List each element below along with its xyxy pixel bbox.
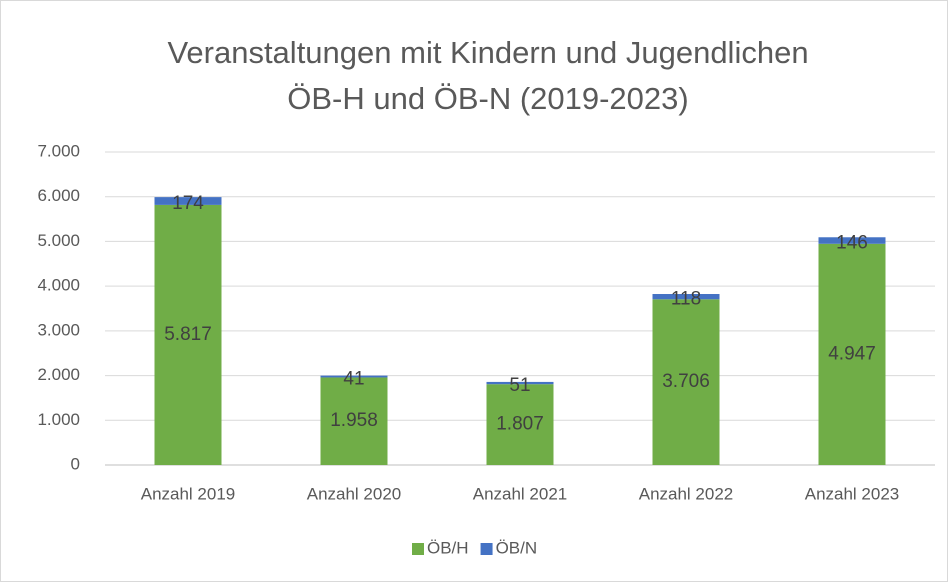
x-tick-label: Anzahl 2019 bbox=[141, 484, 236, 503]
y-tick-label: 3.000 bbox=[37, 320, 80, 339]
legend-swatch bbox=[412, 543, 424, 555]
data-label: 1.958 bbox=[330, 410, 378, 431]
data-label: 174 bbox=[172, 193, 204, 214]
bar-segment bbox=[154, 204, 222, 465]
data-label: 1.807 bbox=[496, 414, 544, 435]
legend-swatch bbox=[480, 543, 493, 555]
y-tick-label: 2.000 bbox=[37, 365, 80, 384]
y-tick-label: 1.000 bbox=[37, 410, 80, 429]
data-label: 118 bbox=[671, 289, 701, 310]
x-tick-label: Anzahl 2022 bbox=[639, 484, 734, 503]
x-tick-label: Anzahl 2023 bbox=[805, 484, 900, 503]
bar-segment bbox=[652, 299, 720, 465]
bar-segment bbox=[320, 375, 388, 378]
y-tick-label: 7.000 bbox=[37, 141, 80, 160]
y-tick-label: 0 bbox=[71, 454, 80, 473]
bar-segment bbox=[486, 384, 554, 465]
legend-label: ÖB/N bbox=[496, 538, 538, 557]
bar-segment bbox=[818, 237, 886, 244]
y-tick-label: 5.000 bbox=[37, 231, 80, 250]
chart-title: Veranstaltungen mit Kindern und Jugendli… bbox=[167, 35, 808, 70]
legend-label: ÖB/H bbox=[427, 538, 469, 557]
chart-title: ÖB-H und ÖB-N (2019-2023) bbox=[287, 81, 688, 116]
bar-segment bbox=[818, 243, 886, 465]
data-label: 41 bbox=[343, 369, 364, 390]
bar-segment bbox=[154, 197, 222, 205]
bar-segment bbox=[320, 377, 388, 465]
y-tick-label: 6.000 bbox=[37, 186, 80, 205]
data-label: 51 bbox=[509, 375, 530, 396]
data-label: 3.706 bbox=[662, 371, 710, 392]
data-label: 4.947 bbox=[828, 343, 876, 364]
x-tick-label: Anzahl 2021 bbox=[473, 484, 568, 503]
y-tick-label: 4.000 bbox=[37, 276, 80, 295]
data-label: 146 bbox=[836, 233, 868, 254]
x-tick-label: Anzahl 2020 bbox=[307, 484, 402, 503]
bar-segment bbox=[486, 381, 554, 385]
data-label: 5.817 bbox=[164, 324, 212, 345]
bar-segment bbox=[652, 294, 720, 300]
